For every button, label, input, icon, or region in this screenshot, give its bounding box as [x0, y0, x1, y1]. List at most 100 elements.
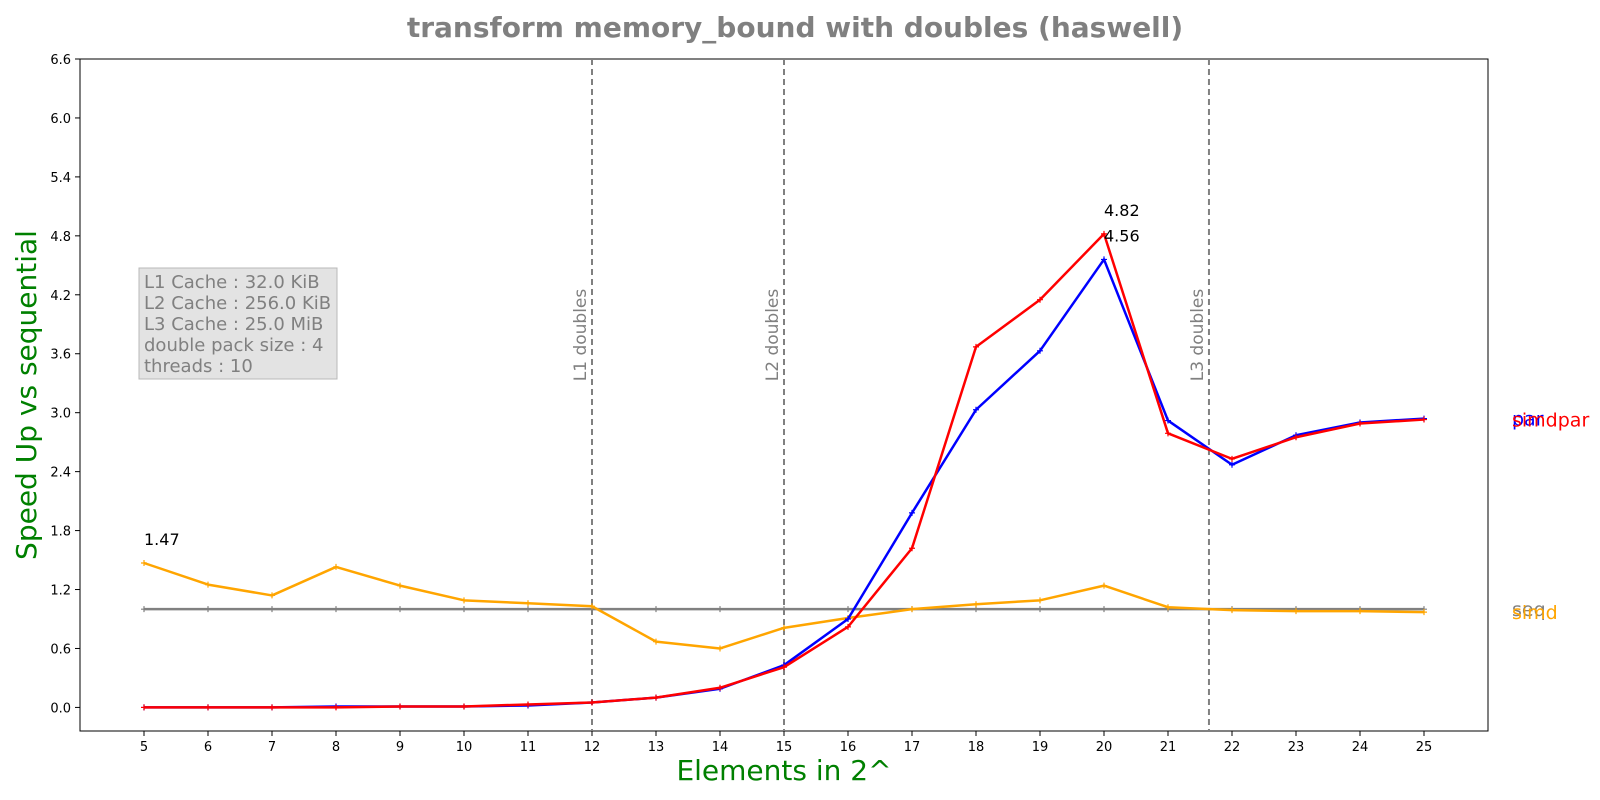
series-label-seq: seq: [1512, 599, 1546, 621]
y-tick-label: 0.6: [50, 642, 71, 657]
value-annotation: 4.82: [1104, 201, 1140, 220]
value-annotation: 1.47: [144, 530, 180, 549]
data-point-simdpar: [589, 699, 595, 706]
cache-marker-label: L1 doubles: [571, 289, 591, 382]
data-point-simdpar: [717, 684, 723, 691]
x-tick-label: 23: [1288, 740, 1305, 755]
data-point-simd: [973, 601, 979, 608]
x-tick-label: 21: [1160, 740, 1177, 755]
y-tick-label: 3.0: [50, 407, 71, 422]
data-point-seq: [781, 606, 787, 613]
info-line: double pack size : 4: [144, 335, 323, 356]
data-point-simd: [909, 606, 915, 613]
value-annotation: 4.56: [1104, 226, 1140, 245]
data-point-simdpar: [525, 701, 531, 708]
data-point-simd: [589, 603, 595, 610]
data-point-simd: [269, 592, 275, 599]
data-point-simd: [1229, 607, 1235, 614]
x-tick-label: 22: [1224, 740, 1241, 755]
x-tick-label: 25: [1416, 740, 1433, 755]
data-point-seq: [653, 606, 659, 613]
cache-marker-label: L2 doubles: [763, 289, 783, 382]
data-point-par: [1037, 347, 1043, 354]
series-lines: [141, 230, 1427, 711]
data-point-seq: [141, 606, 147, 613]
y-tick-label: 5.4: [50, 171, 71, 186]
x-tick-label: 16: [840, 740, 857, 755]
data-point-simdpar: [269, 704, 275, 711]
data-point-simd: [525, 600, 531, 607]
data-point-seq: [461, 606, 467, 613]
x-tick-label: 18: [968, 740, 985, 755]
data-point-seq: [269, 606, 275, 613]
x-tick-label: 11: [520, 740, 537, 755]
data-point-simd: [1421, 609, 1427, 616]
cache-marker-label: L3 doubles: [1188, 289, 1208, 382]
data-point-simd: [205, 581, 211, 588]
x-tick-label: 6: [204, 740, 212, 755]
y-tick-label: 1.8: [50, 525, 71, 540]
y-axis-label: Speed Up vs sequential: [10, 230, 43, 560]
data-point-seq: [333, 606, 339, 613]
info-line: L2 Cache : 256.0 KiB: [144, 293, 331, 314]
y-tick-label: 2.4: [50, 466, 71, 481]
x-tick-label: 10: [456, 740, 473, 755]
data-point-simdpar: [1037, 296, 1043, 303]
data-point-simdpar: [461, 703, 467, 710]
data-point-seq: [1101, 606, 1107, 613]
data-point-simd: [1165, 604, 1171, 611]
data-point-seq: [397, 606, 403, 613]
data-point-seq: [525, 606, 531, 613]
y-tick-label: 4.2: [50, 289, 71, 304]
info-line: L1 Cache : 32.0 KiB: [144, 272, 320, 293]
data-point-simdpar: [205, 704, 211, 711]
data-point-simdpar: [845, 623, 851, 630]
x-tick-label: 14: [712, 740, 729, 755]
data-point-simdpar: [141, 704, 147, 711]
data-point-simdpar: [1229, 455, 1235, 462]
x-tick-label: 20: [1096, 740, 1113, 755]
data-point-simd: [1357, 608, 1363, 615]
data-point-par: [1229, 461, 1235, 468]
info-line: L3 Cache : 25.0 MiB: [144, 314, 323, 335]
data-point-seq: [1037, 606, 1043, 613]
data-point-simdpar: [909, 545, 915, 552]
x-tick-label: 19: [1032, 740, 1049, 755]
data-point-par: [1101, 256, 1107, 263]
data-point-simdpar: [1165, 430, 1171, 437]
data-point-seq: [717, 606, 723, 613]
x-tick-label: 8: [332, 740, 340, 755]
data-point-simd: [1293, 608, 1299, 615]
y-axis-ticks: 0.0 0.6 1.2 1.8 2.4 3.0 3.6 4.2 4.8 5.4 6.0 6.6: [50, 53, 80, 716]
y-tick-label: 6.6: [50, 53, 71, 68]
data-point-simd: [333, 563, 339, 570]
x-tick-label: 9: [396, 740, 404, 755]
data-point-seq: [845, 606, 851, 613]
x-tick-label: 15: [776, 740, 793, 755]
data-point-simd: [141, 560, 147, 566]
x-tick-label: 5: [140, 740, 148, 755]
info-line: threads : 10: [144, 356, 253, 377]
data-point-simdpar: [653, 694, 659, 701]
chart-title: transform memory_bound with doubles (has…: [407, 11, 1183, 44]
data-point-simd: [1037, 597, 1043, 604]
y-tick-label: 0.0: [50, 701, 71, 716]
data-point-simd: [781, 624, 787, 631]
data-point-simd: [717, 645, 723, 652]
data-point-seq: [205, 606, 211, 613]
y-tick-label: 1.2: [50, 584, 71, 599]
x-tick-label: 7: [268, 740, 276, 755]
x-tick-label: 13: [648, 740, 665, 755]
data-point-simd: [653, 638, 659, 645]
data-point-simdpar: [397, 703, 403, 710]
y-tick-label: 4.8: [50, 230, 71, 245]
data-point-simdpar: [1293, 434, 1299, 441]
annotations: 1.47 4.82 4.56: [144, 201, 1140, 549]
series-label-par: par: [1512, 409, 1544, 431]
x-axis-label: Elements in 2^: [676, 754, 891, 787]
data-point-simdpar: [1357, 420, 1363, 427]
data-point-simdpar: [781, 664, 787, 671]
series-label-simd: simd: [1512, 602, 1558, 624]
